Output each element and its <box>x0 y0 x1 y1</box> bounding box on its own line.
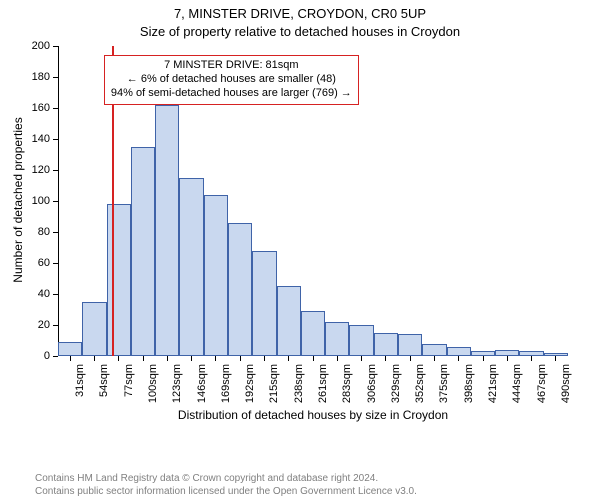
histogram-bar <box>447 347 471 356</box>
x-tick-mark <box>215 356 216 361</box>
x-tick-label: 283sqm <box>341 364 353 403</box>
annotation-box: 7 MINSTER DRIVE: 81sqm← 6% of detached h… <box>104 55 359 104</box>
x-tick-label: 31sqm <box>74 364 86 397</box>
histogram-bar <box>374 333 398 356</box>
histogram-bar <box>349 325 373 356</box>
x-tick-label: 490sqm <box>560 364 572 403</box>
plot-area: 02040608010012014016018020031sqm54sqm77s… <box>58 46 568 406</box>
x-tick-label: 54sqm <box>98 364 110 397</box>
histogram-bar <box>228 223 252 356</box>
x-tick-label: 375sqm <box>438 364 450 403</box>
x-tick-mark <box>458 356 459 361</box>
histogram-bar <box>58 342 82 356</box>
x-tick-mark <box>313 356 314 361</box>
x-tick-mark <box>531 356 532 361</box>
x-tick-mark <box>555 356 556 361</box>
x-tick-mark <box>240 356 241 361</box>
chart-title-sub: Size of property relative to detached ho… <box>0 24 600 39</box>
x-tick-label: 444sqm <box>511 364 523 403</box>
histogram-bar <box>422 344 446 356</box>
y-axis-title: Number of detached properties <box>11 30 25 370</box>
y-tick-mark <box>53 356 58 357</box>
chart-title-main: 7, MINSTER DRIVE, CROYDON, CR0 5UP <box>0 6 600 21</box>
x-tick-mark <box>410 356 411 361</box>
x-tick-mark <box>191 356 192 361</box>
x-tick-label: 329sqm <box>390 364 402 403</box>
histogram-bar <box>155 105 179 356</box>
x-tick-mark <box>288 356 289 361</box>
x-tick-label: 146sqm <box>196 364 208 403</box>
histogram-bar <box>398 334 422 356</box>
histogram-bar <box>301 311 325 356</box>
x-tick-label: 261sqm <box>317 364 329 403</box>
annotation-line: 7 MINSTER DRIVE: 81sqm <box>111 59 352 73</box>
x-tick-mark <box>385 356 386 361</box>
annotation-line: ← 6% of detached houses are smaller (48) <box>111 73 352 87</box>
x-tick-label: 215sqm <box>268 364 280 403</box>
x-tick-mark <box>264 356 265 361</box>
x-tick-mark <box>143 356 144 361</box>
x-tick-mark <box>167 356 168 361</box>
histogram-bar <box>277 286 301 356</box>
footer-line-1: Contains HM Land Registry data © Crown c… <box>35 473 378 484</box>
x-tick-mark <box>94 356 95 361</box>
x-tick-label: 238sqm <box>293 364 305 403</box>
x-tick-label: 421sqm <box>487 364 499 403</box>
x-tick-mark <box>70 356 71 361</box>
annotation-line: 94% of semi-detached houses are larger (… <box>111 87 352 101</box>
x-tick-label: 398sqm <box>463 364 475 403</box>
x-tick-label: 352sqm <box>414 364 426 403</box>
histogram-bar <box>204 195 228 356</box>
x-tick-mark <box>361 356 362 361</box>
x-tick-label: 306sqm <box>366 364 378 403</box>
histogram-bar <box>325 322 349 356</box>
x-tick-label: 467sqm <box>536 364 548 403</box>
x-tick-mark <box>337 356 338 361</box>
x-tick-label: 169sqm <box>220 364 232 403</box>
footer-line-2: Contains public sector information licen… <box>35 486 417 497</box>
histogram-bar <box>82 302 106 356</box>
y-axis-line <box>58 46 59 356</box>
x-tick-mark <box>118 356 119 361</box>
x-tick-label: 192sqm <box>244 364 256 403</box>
x-tick-label: 77sqm <box>123 364 135 397</box>
x-tick-mark <box>483 356 484 361</box>
x-tick-mark <box>434 356 435 361</box>
x-tick-label: 123sqm <box>171 364 183 403</box>
histogram-bar <box>107 204 131 356</box>
histogram-bar <box>179 178 203 356</box>
x-tick-mark <box>507 356 508 361</box>
histogram-bar <box>252 251 276 356</box>
x-axis-title: Distribution of detached houses by size … <box>58 408 568 422</box>
histogram-bar <box>131 147 155 356</box>
x-tick-label: 100sqm <box>147 364 159 403</box>
